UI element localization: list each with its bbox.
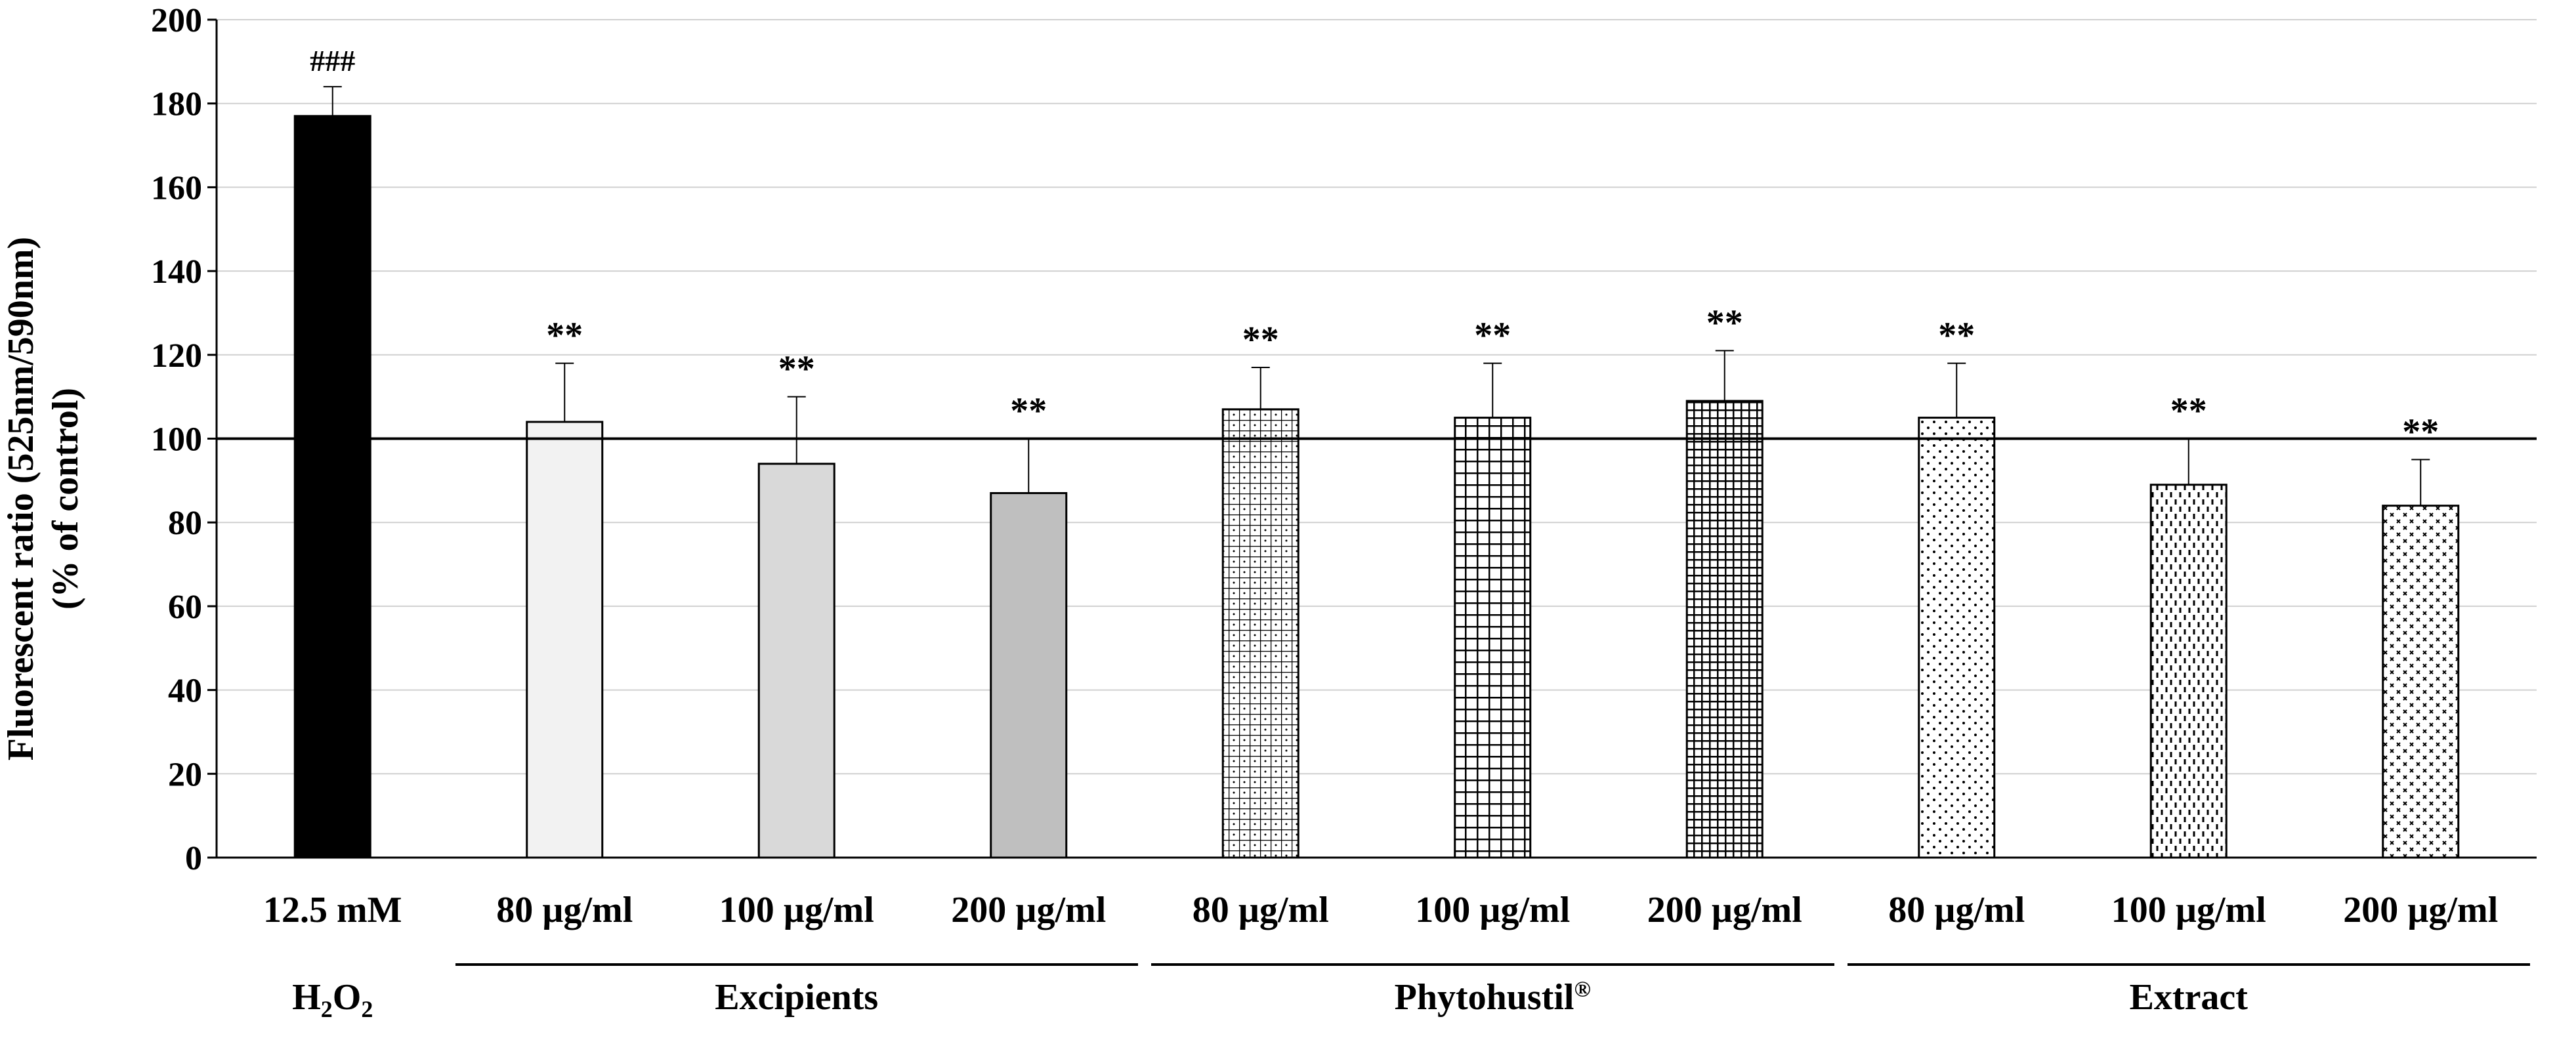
significance-label: ** [1474, 316, 1511, 356]
group-label: H2O2 [292, 977, 373, 1023]
significance-label: ** [1938, 316, 1975, 356]
y-tick-label: 180 [151, 86, 202, 123]
y-axis-title: Fluorescent ratio (525nm/590nm) [1, 237, 41, 760]
y-tick-label: 100 [151, 421, 202, 459]
bar [2382, 505, 2460, 859]
y-tick-label: 20 [168, 756, 202, 793]
significance-label: ** [1010, 391, 1047, 432]
y-tick-label: 140 [151, 253, 202, 291]
y-tick-label: 200 [151, 2, 202, 39]
bar [757, 463, 835, 859]
bar [990, 492, 1068, 859]
bar [293, 115, 371, 859]
y-tick-label: 80 [168, 505, 202, 542]
x-tick-label: 200 µg/ml [1647, 890, 1802, 930]
significance-label: ** [1706, 302, 1743, 343]
bar [1685, 400, 1763, 859]
y-tick-label: 40 [168, 673, 202, 710]
significance-label: ** [2402, 411, 2439, 452]
significance-label: ** [2170, 391, 2207, 432]
x-tick-label: 12.5 mM [263, 890, 402, 930]
bar [2149, 484, 2228, 859]
group-label: Extract [2129, 977, 2248, 1018]
significance-label: ** [778, 349, 815, 390]
significance-label: ** [1242, 320, 1279, 360]
group-underline [1847, 963, 2530, 966]
group-label: Excipients [715, 977, 879, 1018]
x-tick-label: 200 µg/ml [2343, 890, 2498, 930]
x-tick-label: 100 µg/ml [2111, 890, 2266, 930]
x-tick-label: 80 µg/ml [1193, 890, 1329, 930]
y-tick-label: 160 [151, 169, 202, 207]
significance-label: ### [310, 44, 355, 77]
x-tick-label: 100 µg/ml [1415, 890, 1570, 930]
x-tick-label: 80 µg/ml [1888, 890, 2025, 930]
bar [526, 421, 604, 859]
x-tick-label: 200 µg/ml [951, 890, 1106, 930]
x-tick-label: 80 µg/ml [496, 890, 633, 930]
x-tick-label: 100 µg/ml [719, 890, 874, 930]
y-axis-subtitle: (% of control) [45, 388, 86, 610]
y-tick-label: 0 [185, 840, 202, 877]
y-tick-label: 60 [168, 589, 202, 626]
bar [1918, 417, 1996, 859]
bar [1221, 408, 1299, 859]
group-underline [1151, 963, 1834, 966]
significance-label: ** [546, 316, 583, 356]
bar [1454, 417, 1532, 859]
group-underline [455, 963, 1138, 966]
group-label: Phytohustil® [1394, 977, 1591, 1018]
y-tick-label: 120 [151, 337, 202, 375]
